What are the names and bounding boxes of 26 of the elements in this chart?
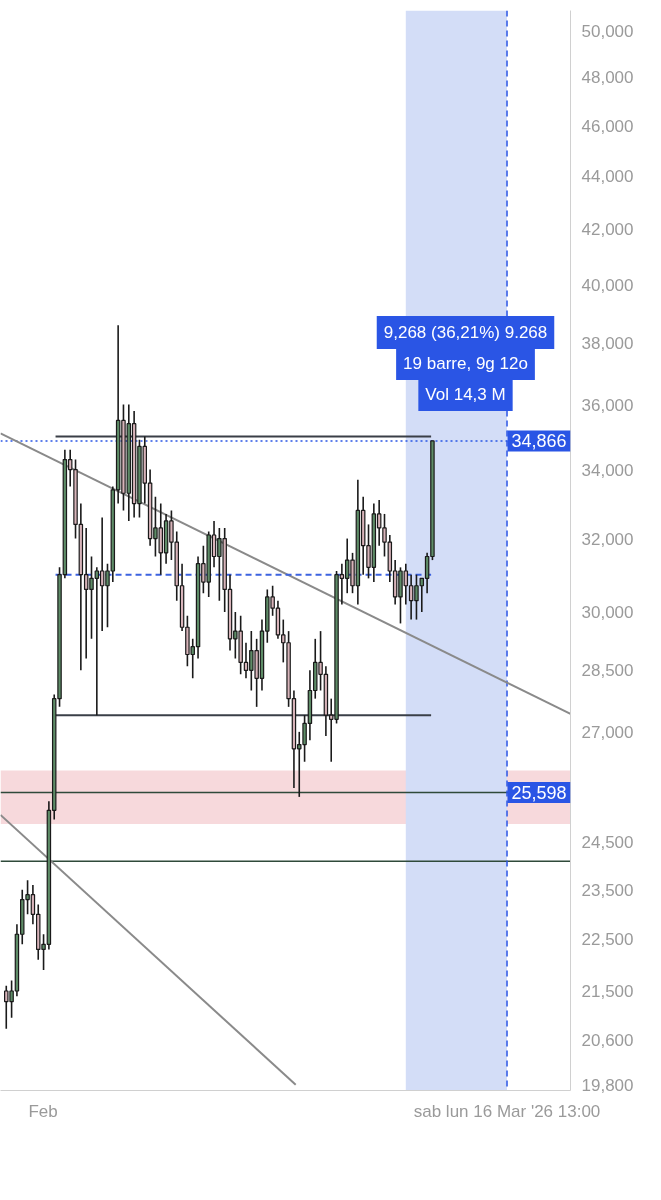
- x-tick-label: Feb: [28, 1101, 58, 1121]
- annotation: Vol 14,3 M: [425, 385, 506, 404]
- y-tick-label: 23,500: [581, 880, 634, 900]
- y-tick-label: 30,000: [581, 602, 634, 622]
- annotation: 9,268 (36,21%) 9.268: [383, 323, 548, 342]
- y-tick-label: 24,500: [581, 833, 634, 853]
- y-tick-label: 46,000: [581, 116, 634, 136]
- y-tick-label: 44,000: [581, 167, 634, 187]
- y-tick-label: 20,600: [581, 1030, 634, 1050]
- y-tick-label: 36,000: [581, 395, 634, 415]
- y-tick-label: 28,500: [581, 661, 634, 681]
- y-tick-label: 34,000: [581, 460, 634, 480]
- y-tick-label: 42,000: [581, 220, 634, 240]
- y-tick-label: 32,000: [581, 529, 634, 549]
- y-tick-label: 19,800: [581, 1075, 634, 1095]
- ref-line-label: 34,866: [511, 431, 567, 452]
- annotation: 19 barre, 9g 12o: [403, 354, 528, 373]
- ref-line-label: 25,598: [511, 783, 567, 804]
- x-tick-label: sab lun 16 Mar '26 13:00: [413, 1101, 601, 1121]
- y-tick-label: 50,000: [581, 21, 634, 41]
- y-tick-label: 38,000: [581, 334, 634, 354]
- y-tick-label: 40,000: [581, 275, 634, 295]
- y-tick-label: 48,000: [581, 68, 634, 88]
- y-tick-label: 22,500: [581, 930, 634, 950]
- y-tick-label: 21,500: [581, 982, 634, 1002]
- y-tick-label: 27,000: [581, 722, 634, 742]
